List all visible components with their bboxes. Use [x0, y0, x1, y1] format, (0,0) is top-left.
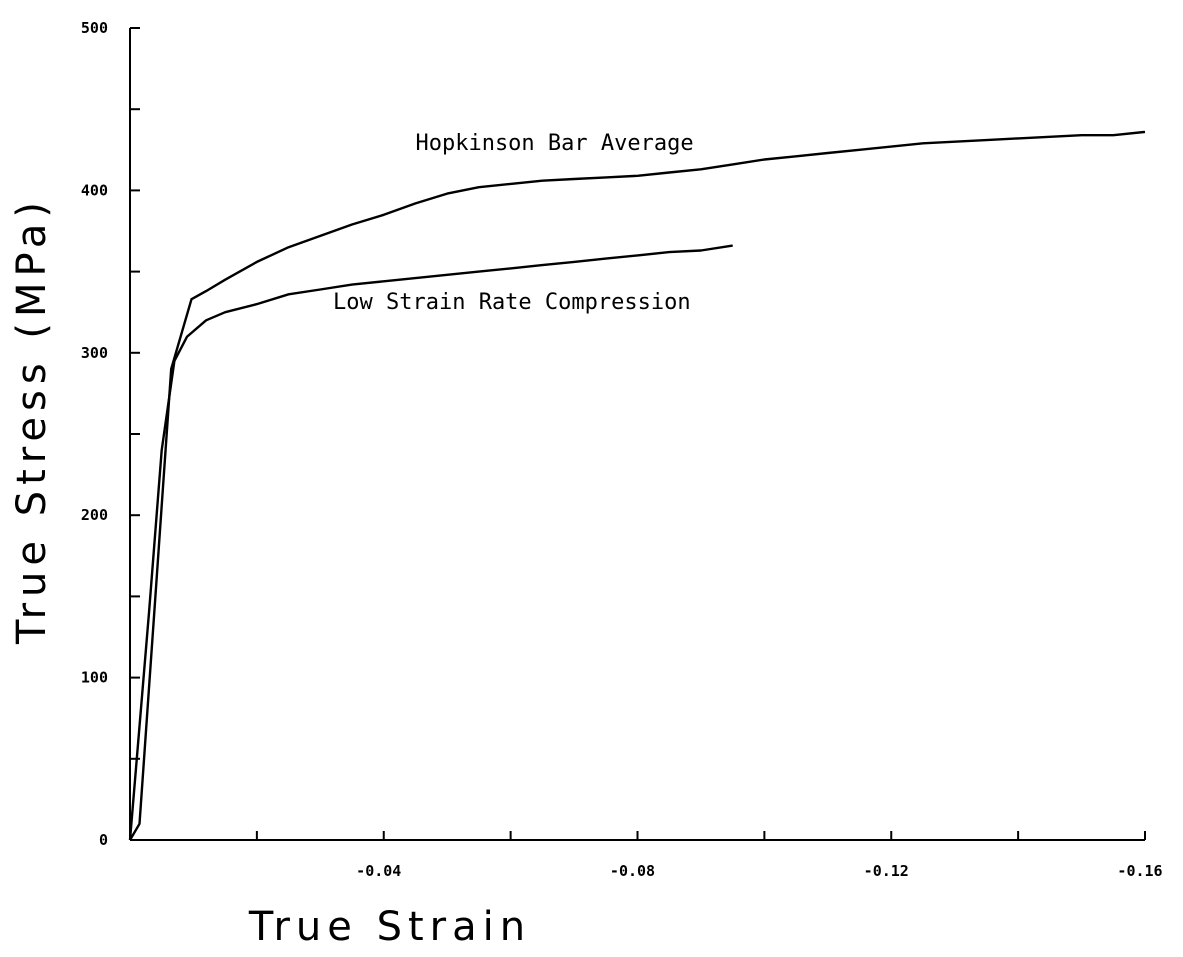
y-tick-label: 400 — [81, 181, 108, 199]
y-tick-label: 200 — [81, 506, 108, 524]
series-annotations: Hopkinson Bar Average Low Strain Rate Com… — [333, 131, 694, 315]
series-line-hopkinson-bar-average — [128, 130, 1146, 841]
y-tick-label: 0 — [99, 831, 108, 849]
x-tick-label: -0.12 — [864, 862, 909, 880]
series-line-low-strain-rate-compression — [128, 244, 733, 841]
series-label-hopkinson-bar-average: Hopkinson Bar Average — [415, 131, 693, 156]
y-tick-label: 300 — [81, 344, 108, 362]
series-label-low-strain-rate-compression: Low Strain Rate Compression — [333, 290, 691, 315]
x-tick-label: -0.16 — [1117, 862, 1162, 880]
y-axis-title: True Stress (MPa) — [9, 196, 55, 645]
x-axis-title: True Strain — [248, 904, 531, 950]
series-lines — [128, 130, 1146, 841]
axes: -0.04 -0.08 -0.12 -0.16 0 100 200 300 400 500 — [81, 19, 1163, 880]
y-tick-label: 500 — [81, 19, 108, 37]
x-tick-label: -0.08 — [610, 862, 655, 880]
x-tick-label: -0.04 — [356, 862, 401, 880]
y-tick-label: 100 — [81, 669, 108, 687]
